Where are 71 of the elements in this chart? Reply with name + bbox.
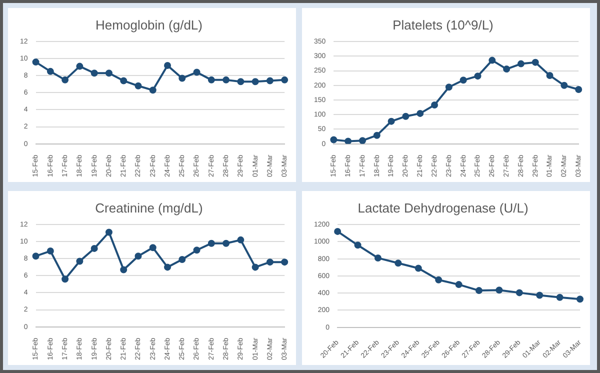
point (266, 77, 274, 84)
point (546, 72, 554, 79)
point (62, 276, 69, 283)
point (120, 266, 128, 274)
point (373, 132, 380, 139)
point (474, 72, 482, 80)
point (431, 101, 438, 108)
point (149, 86, 156, 94)
point (281, 76, 288, 84)
point (374, 254, 382, 262)
point (237, 236, 244, 244)
point (416, 110, 424, 117)
point (178, 256, 186, 264)
point (330, 136, 338, 144)
point (120, 77, 128, 84)
point (575, 86, 582, 93)
point (445, 84, 452, 91)
point (576, 296, 584, 303)
point (516, 289, 523, 296)
point (178, 74, 186, 82)
point (90, 244, 98, 252)
point (237, 78, 244, 86)
point (517, 60, 524, 68)
point (105, 228, 112, 236)
point (164, 264, 172, 271)
point (222, 76, 230, 84)
point (76, 258, 84, 265)
chart-title: Lactate Dehydrogenase (U/L) (358, 200, 528, 216)
point (134, 252, 142, 260)
chart-title: Platelets (10^9/L) (392, 17, 494, 32)
point (32, 252, 40, 260)
point (46, 68, 54, 75)
point (193, 246, 200, 254)
point (76, 62, 84, 70)
point (358, 137, 366, 144)
point (354, 242, 362, 249)
point (149, 244, 156, 252)
point (402, 112, 410, 120)
point (105, 70, 112, 77)
chart-title: Hemoglobin (g/dL) (96, 17, 202, 32)
point (252, 78, 259, 86)
point (164, 62, 172, 69)
point (414, 264, 422, 272)
point (388, 118, 395, 125)
point (435, 276, 442, 284)
point (222, 240, 230, 247)
point (503, 66, 510, 73)
point (536, 292, 544, 299)
point (556, 294, 564, 301)
point (266, 258, 274, 266)
point (488, 56, 496, 64)
point (560, 82, 568, 89)
point (90, 70, 98, 77)
point (62, 76, 69, 84)
point (475, 287, 482, 294)
point (281, 258, 288, 266)
point (532, 58, 539, 66)
point (46, 248, 54, 255)
point (134, 82, 142, 90)
point (394, 260, 402, 267)
point (208, 240, 215, 247)
point (208, 76, 215, 84)
point (32, 58, 40, 66)
point (193, 68, 200, 76)
point (334, 228, 342, 235)
point (344, 138, 352, 144)
point (252, 264, 259, 271)
chart-title: Creatinine (mg/dL) (95, 200, 203, 216)
point (455, 281, 462, 288)
point (460, 76, 467, 84)
point (496, 286, 503, 294)
